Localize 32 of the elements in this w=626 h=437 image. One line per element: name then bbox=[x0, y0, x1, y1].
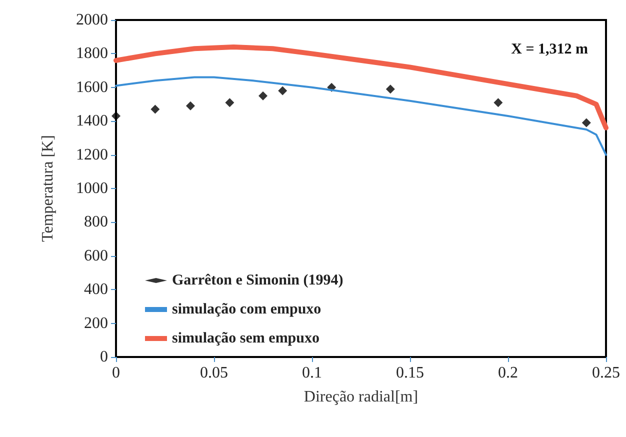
point bbox=[386, 84, 395, 94]
y-tick-label: 0 bbox=[100, 348, 108, 366]
y-tick-label: 400 bbox=[84, 281, 108, 298]
y-axis-title: Temperatura [K] bbox=[40, 135, 56, 242]
x-tick-label: 0.2 bbox=[498, 364, 518, 382]
point bbox=[258, 91, 268, 100]
x-tick-label: 0.25 bbox=[592, 364, 620, 382]
y-tick-label: 1800 bbox=[76, 45, 108, 62]
x-tick-label: 0.05 bbox=[200, 364, 228, 382]
x-tick-label: 0.15 bbox=[396, 364, 424, 382]
y-tick-label: 1600 bbox=[76, 78, 108, 96]
x-tick-label: 0 bbox=[112, 364, 120, 382]
y-tick-label: 1000 bbox=[76, 180, 108, 197]
point bbox=[150, 104, 160, 114]
legend-label: simulação sem empuxo bbox=[172, 330, 320, 346]
point bbox=[494, 98, 503, 108]
point bbox=[186, 101, 195, 110]
y-tick-label: 1200 bbox=[76, 146, 108, 164]
y-tick-label: 1400 bbox=[76, 112, 108, 130]
point bbox=[225, 98, 234, 108]
y-tick-label: 600 bbox=[84, 247, 108, 264]
y-tick-label: 800 bbox=[84, 214, 108, 231]
x-axis-title: Direção radial[m] bbox=[304, 388, 418, 406]
point bbox=[278, 86, 288, 96]
y-tick-label: 200 bbox=[84, 314, 108, 332]
line-series bbox=[115, 76, 607, 156]
point bbox=[582, 118, 591, 128]
legend-label: Garrêton e Simonin (1994) bbox=[172, 272, 344, 288]
legend-label: simulação com empuxo bbox=[172, 302, 322, 318]
y-tick-label: 2000 bbox=[76, 12, 108, 28]
annotation: X = 1,312 m bbox=[511, 42, 589, 58]
x-tick-label: 0.1 bbox=[302, 364, 322, 382]
